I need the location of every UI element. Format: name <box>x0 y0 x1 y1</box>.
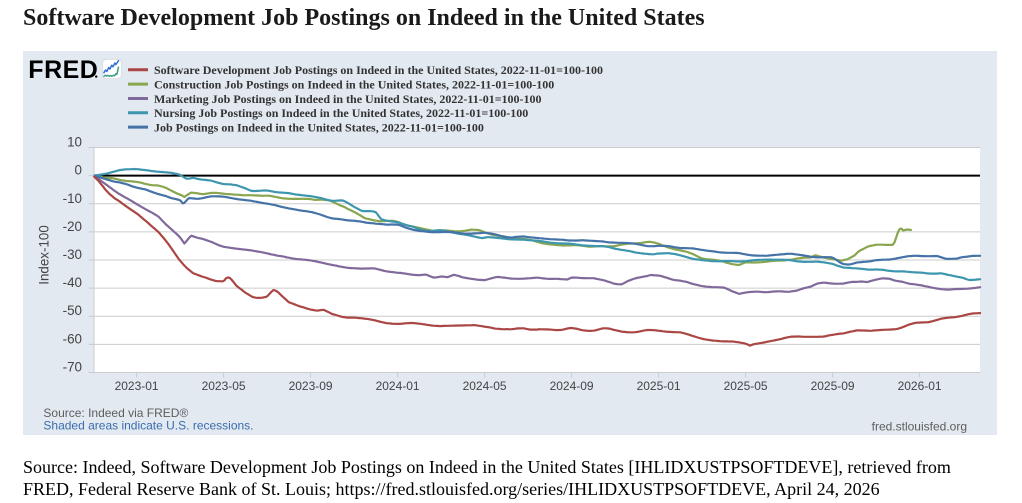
svg-text:2024-05: 2024-05 <box>463 379 507 393</box>
svg-text:Shaded areas indicate U.S. rec: Shaded areas indicate U.S. recessions. <box>43 419 253 433</box>
svg-text:-40: -40 <box>63 275 82 290</box>
svg-text:Source: Indeed via FRED®: Source: Indeed via FRED® <box>43 406 188 420</box>
svg-text:2023-05: 2023-05 <box>202 379 246 393</box>
svg-text:Job Postings on Indeed in the: Job Postings on Indeed in the United Sta… <box>154 120 484 134</box>
svg-text:-70: -70 <box>63 360 82 375</box>
svg-text:2023-01: 2023-01 <box>115 379 159 393</box>
svg-text:-30: -30 <box>63 247 82 262</box>
svg-text:10: 10 <box>67 135 82 150</box>
svg-text:-60: -60 <box>63 331 82 346</box>
svg-text:FRED: FRED <box>28 56 98 84</box>
svg-text:-10: -10 <box>63 191 82 206</box>
svg-text:2023-09: 2023-09 <box>289 379 333 393</box>
svg-text:Software Development Job Posti: Software Development Job Postings on Ind… <box>154 63 603 77</box>
svg-text:Marketing Job Postings on Inde: Marketing Job Postings on Indeed in the … <box>154 92 542 106</box>
svg-text:Nursing Job Postings on Indeed: Nursing Job Postings on Indeed in the Un… <box>154 106 528 120</box>
svg-text:-20: -20 <box>63 219 82 234</box>
svg-text:2025-09: 2025-09 <box>811 379 855 393</box>
svg-text:2025-01: 2025-01 <box>637 379 681 393</box>
svg-text:Index-100: Index-100 <box>37 225 52 285</box>
svg-text:Construction Job Postings on I: Construction Job Postings on Indeed in t… <box>154 77 554 91</box>
svg-text:fred.stlouisfed.org: fred.stlouisfed.org <box>872 420 967 434</box>
svg-text:2024-09: 2024-09 <box>550 379 594 393</box>
svg-text:2025-05: 2025-05 <box>724 379 768 393</box>
svg-text:2024-01: 2024-01 <box>376 379 420 393</box>
svg-text:2026-01: 2026-01 <box>898 379 942 393</box>
svg-text:-50: -50 <box>63 303 82 318</box>
svg-text:0: 0 <box>75 163 82 178</box>
